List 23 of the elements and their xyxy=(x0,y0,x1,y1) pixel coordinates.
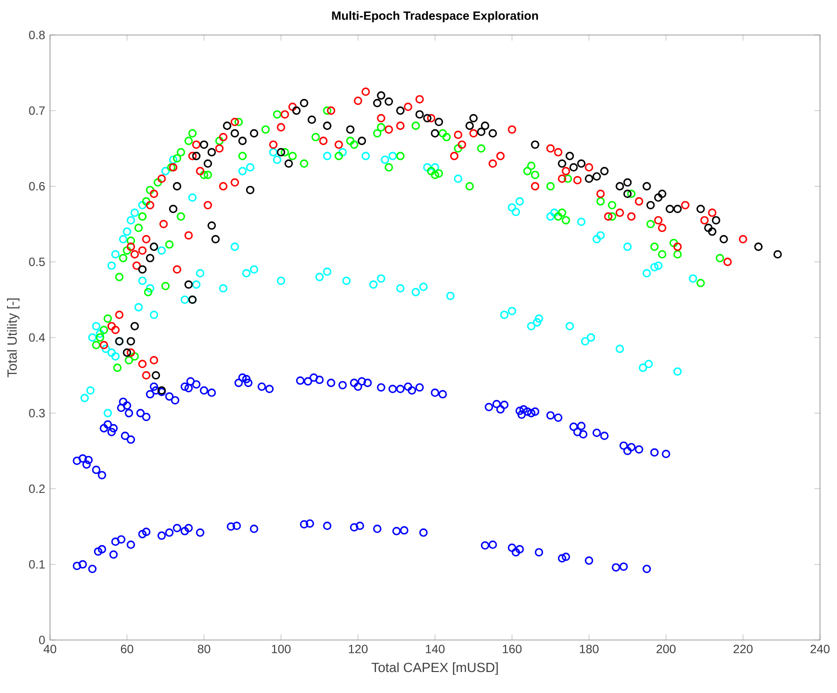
y-tick-label: 0.6 xyxy=(29,182,45,191)
x-tick-label: 60 xyxy=(120,644,134,654)
y-tick-label: 0.2 xyxy=(29,484,45,494)
x-tick-label: 120 xyxy=(348,644,368,654)
x-tick-label: 140 xyxy=(426,644,445,654)
y-tick-label: 0.8 xyxy=(29,30,45,40)
x-tick-label: 220 xyxy=(734,644,753,654)
x-tick-label: 200 xyxy=(656,644,676,654)
x-tick-label: 180 xyxy=(580,644,599,654)
x-axis-title: Total CAPEX [mUSD] xyxy=(372,662,498,675)
y-tick-label: 0 xyxy=(39,636,45,644)
x-tick-label: 160 xyxy=(502,644,522,654)
y-tick-label: 0.1 xyxy=(29,560,45,569)
y-tick-label: 0.5 xyxy=(29,258,45,266)
y-tick-label: 0.3 xyxy=(29,408,45,418)
y-tick-label: 0.4 xyxy=(29,333,45,342)
x-tick-label: 240 xyxy=(810,644,830,654)
y-tick-label: 0.7 xyxy=(29,106,45,115)
x-tick-label: 80 xyxy=(198,644,210,654)
x-tick-label: 100 xyxy=(272,644,291,654)
y-axis-title: Total Utility [-] xyxy=(7,298,20,378)
x-tick-label: 40 xyxy=(44,644,56,654)
chart-title: Multi-Epoch Tradespace Exploration xyxy=(332,11,538,22)
